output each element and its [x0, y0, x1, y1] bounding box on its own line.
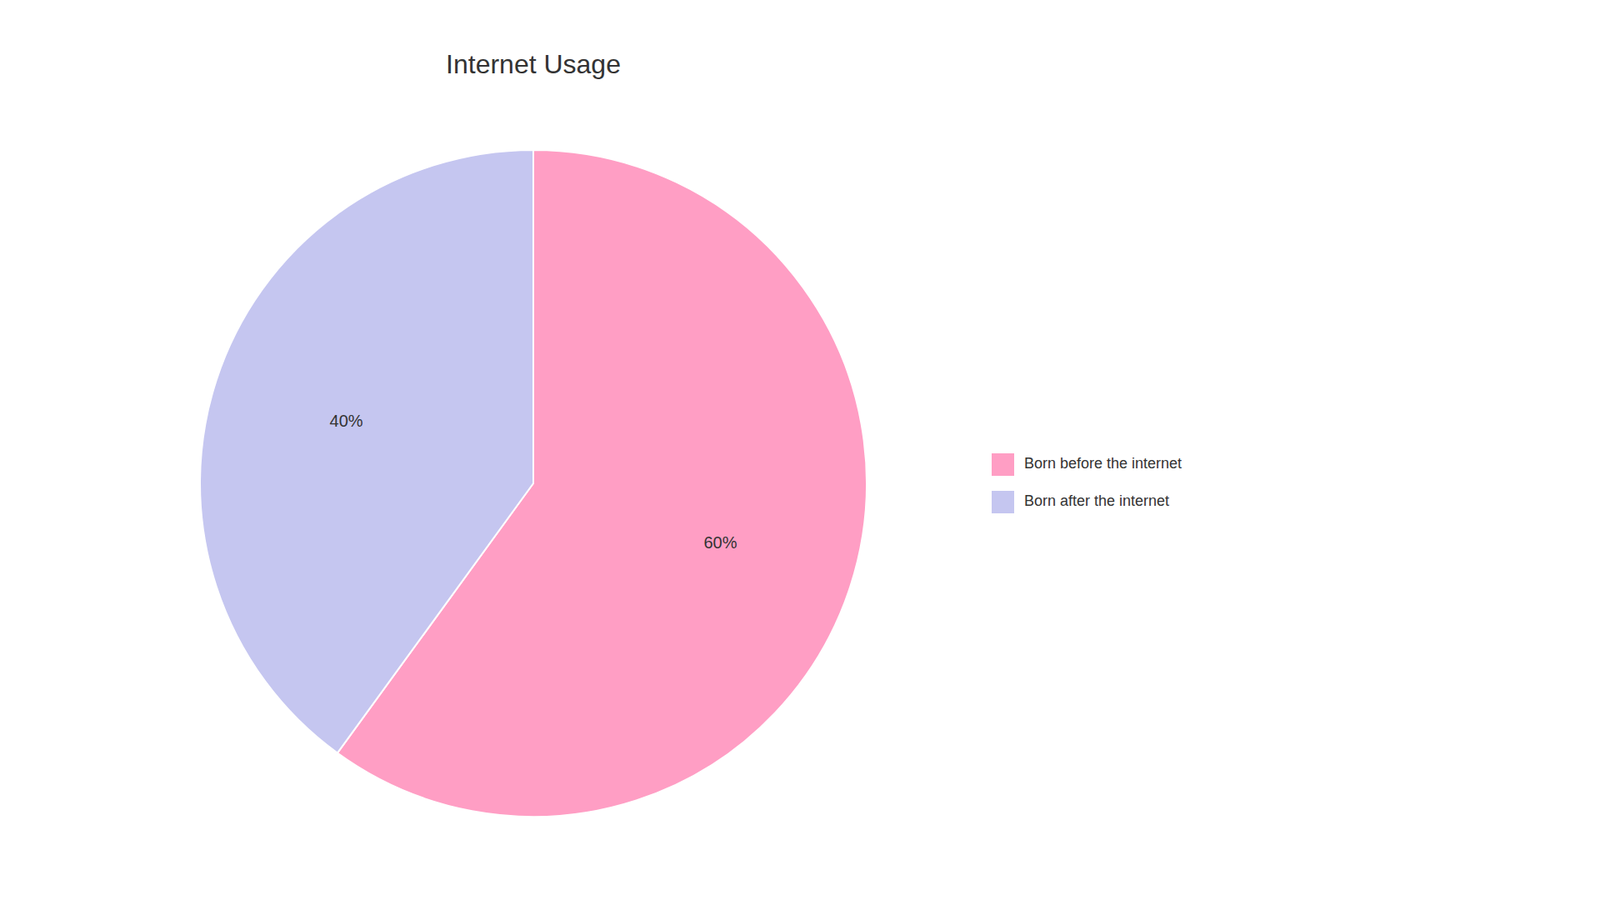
data-label: 60% [703, 533, 737, 552]
pie [200, 150, 867, 817]
legend: Born before the internet Born after the i… [991, 453, 1182, 514]
legend-label: Born before the internet [1024, 455, 1182, 472]
legend-label: Born after the internet [1024, 492, 1170, 510]
legend-swatch [991, 453, 1015, 476]
data-label: 40% [330, 411, 364, 430]
pie-slice [200, 150, 534, 754]
legend-item: Born after the internet [991, 490, 1170, 514]
legend-swatch [991, 490, 1015, 514]
data-labels: 60% 40% [330, 411, 738, 552]
legend-item: Born before the internet [991, 453, 1182, 476]
chart-title: Internet Usage [445, 49, 621, 80]
chart-root: Internet Usage 60% 40% Born before the inte… [0, 0, 1600, 900]
